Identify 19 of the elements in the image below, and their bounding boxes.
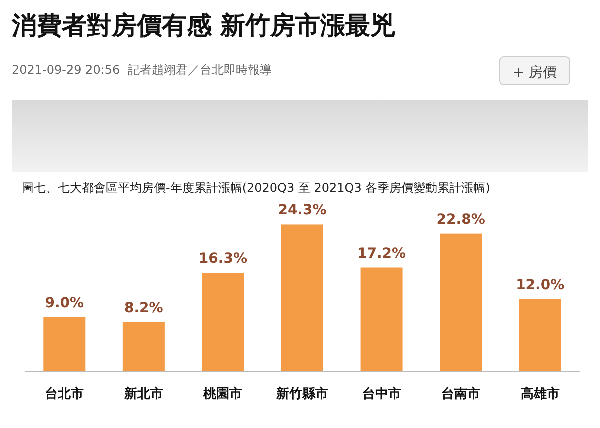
- x-tick-label: 新竹縣市: [276, 386, 328, 402]
- headline: 消費者對房價有感 新竹房市漲最兇: [12, 11, 396, 40]
- data-label: 16.3%: [198, 251, 248, 268]
- x-tick-label: 台北市: [45, 386, 84, 402]
- x-tick-label: 高雄市: [520, 386, 560, 402]
- x-tick-label: 桃園市: [202, 386, 243, 402]
- x-tick-label: 新北市: [123, 386, 164, 402]
- data-label: 17.2%: [357, 246, 406, 262]
- button: + 房價: [500, 56, 570, 86]
- text: 2021-09-29 20:56: [12, 63, 120, 77]
- data-label: 22.8%: [436, 212, 486, 228]
- data-label: 8.2%: [124, 300, 164, 316]
- x-tick-label: 台中市: [362, 386, 402, 402]
- x-tick-label: 台南市: [442, 386, 481, 402]
- text: 記者趙翊君／台北即時報導: [128, 63, 272, 77]
- data-label: 12.0%: [516, 277, 565, 294]
- chart-subtitle: 圖七、七大都會區平均房價-年度累計漲幅(2020Q3 至 2021Q3 各季房價變動累計漲幅): [22, 181, 490, 195]
- data-label: 24.3%: [278, 202, 327, 219]
- data-label: 9.0%: [45, 295, 84, 312]
